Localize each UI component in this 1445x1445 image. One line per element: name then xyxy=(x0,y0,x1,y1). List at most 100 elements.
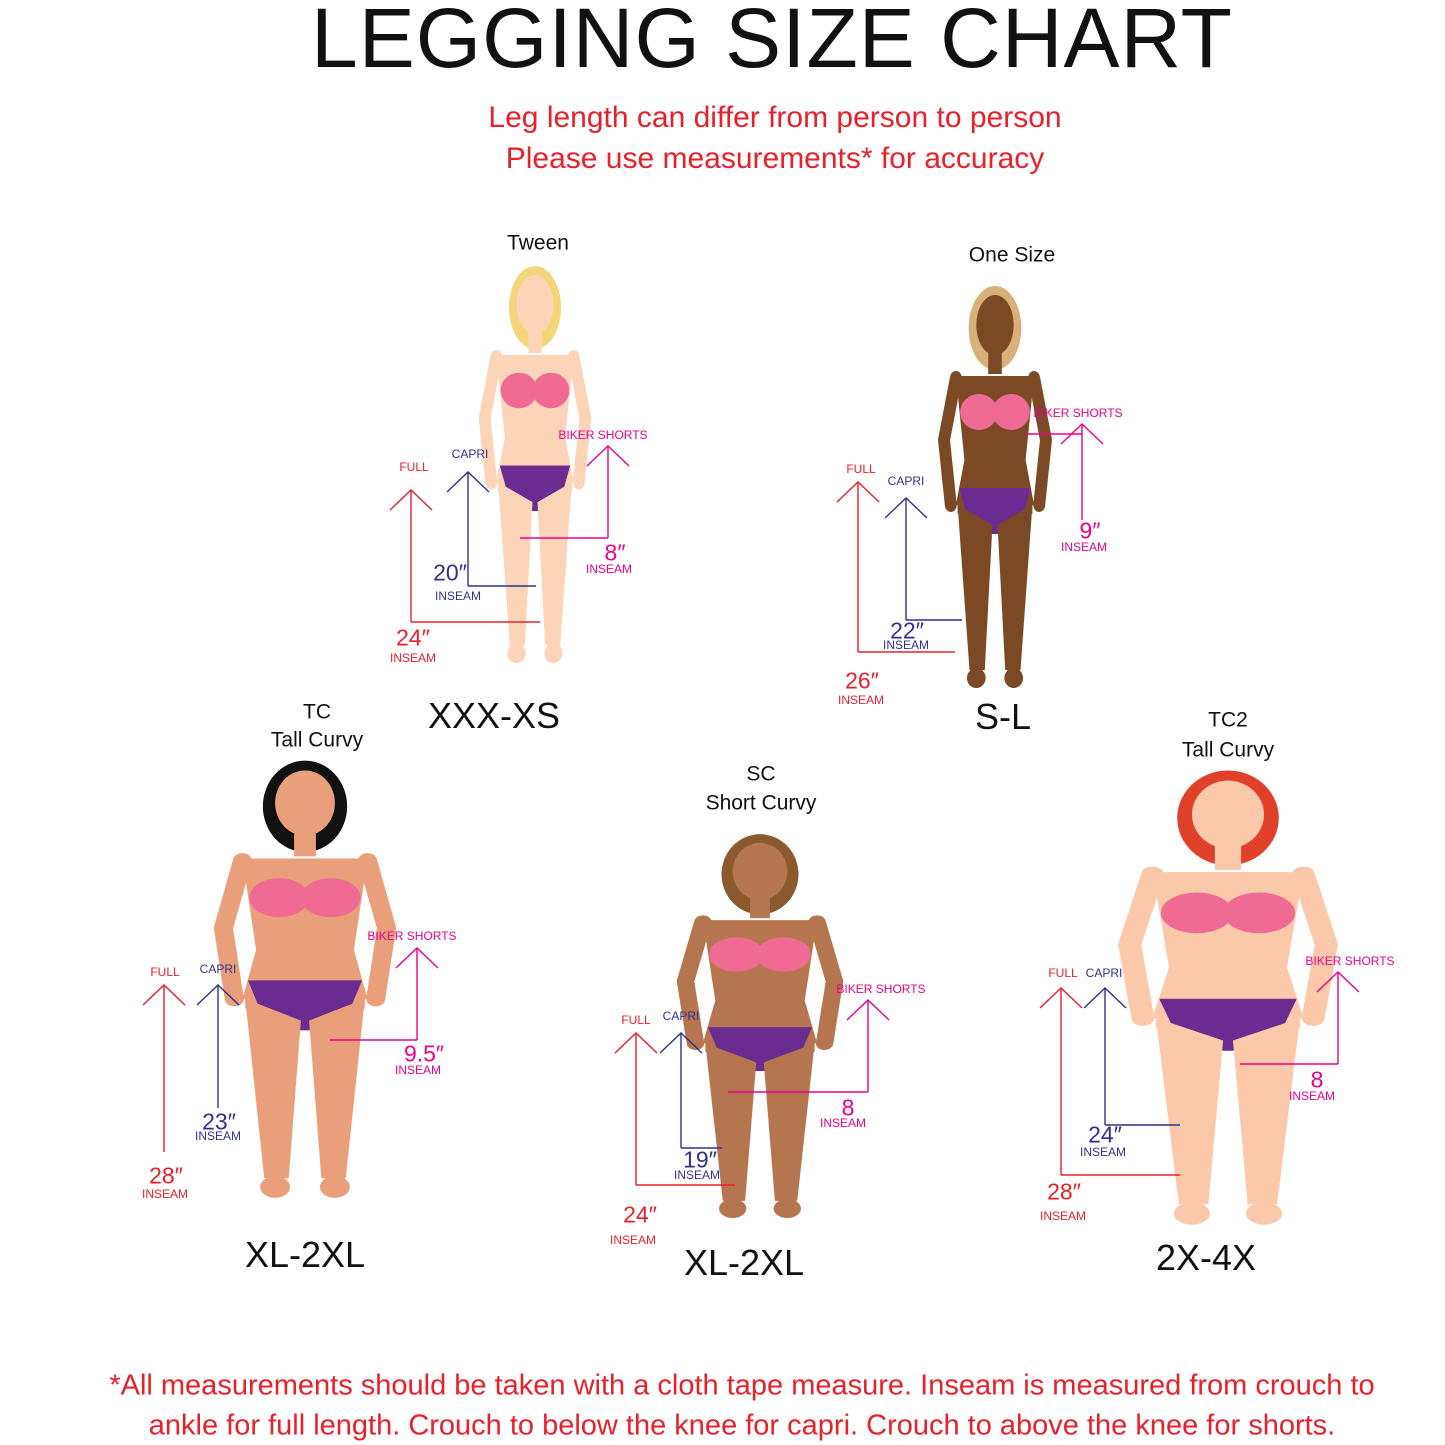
biker-inseam-unit: INSEAM xyxy=(1060,540,1108,554)
left-leg xyxy=(957,505,993,670)
torso xyxy=(1152,872,1304,1018)
full-inseam-unit: INSEAM xyxy=(609,1233,657,1247)
bra-cup-right xyxy=(300,878,361,918)
full-label: FULL xyxy=(621,1013,651,1027)
capri-inseam-unit: INSEAM xyxy=(194,1129,242,1143)
full-inseam-unit: INSEAM xyxy=(837,693,885,707)
biker-arrow xyxy=(1025,423,1104,520)
capri-label: CAPRI xyxy=(887,474,925,488)
capri-inseam-unit: INSEAM xyxy=(434,589,482,603)
biker-arrow xyxy=(728,999,890,1093)
right-leg xyxy=(763,1043,815,1201)
left-arm xyxy=(676,915,712,1051)
subtitle-line-2: Please use measurements* for accuracy xyxy=(505,142,1045,175)
full-arrow xyxy=(1039,987,1180,1176)
bra-cup-left xyxy=(709,937,764,972)
left-leg xyxy=(705,1043,757,1201)
full-arrowhead xyxy=(142,984,186,1006)
neck xyxy=(750,893,770,919)
bra-cup-left xyxy=(1160,892,1233,934)
neck xyxy=(528,327,542,353)
right-leg xyxy=(309,998,365,1179)
biker-arrow xyxy=(1240,971,1360,1065)
capri-arrow xyxy=(446,471,536,587)
full-inseam-unit: INSEAM xyxy=(1039,1209,1087,1223)
full-arrow xyxy=(389,489,540,623)
biker-inseam-value: 8 xyxy=(1310,1066,1324,1093)
biker-arrow xyxy=(520,445,630,539)
full-label: FULL xyxy=(1048,966,1078,980)
biker-label: BIKER SHORTS xyxy=(367,929,457,943)
biker-arrowhead xyxy=(1316,971,1360,993)
figure-3 xyxy=(676,834,844,1219)
bra-cup-left xyxy=(249,878,310,918)
full-inseam-value: 24″ xyxy=(396,624,430,651)
head xyxy=(976,295,1014,355)
biker-arrowhead xyxy=(846,999,890,1021)
full-label: FULL xyxy=(399,460,429,474)
right-foot xyxy=(773,1198,801,1219)
capri-inseam-value: 22″ xyxy=(890,617,924,644)
biker-label: BIKER SHORTS xyxy=(558,428,648,442)
full-inseam-value: 28″ xyxy=(1047,1178,1081,1205)
full-label: FULL xyxy=(846,462,876,476)
right-arm xyxy=(358,853,397,1007)
left-arm xyxy=(478,349,503,490)
torso xyxy=(242,858,368,999)
full-inseam-unit: INSEAM xyxy=(389,651,437,665)
right-foot xyxy=(1246,1202,1283,1225)
bra-cup-right xyxy=(756,937,811,972)
right-leg xyxy=(997,505,1033,670)
biker-arrowhead xyxy=(1060,423,1104,445)
biker-label: BIKER SHORTS xyxy=(836,982,926,996)
left-foot xyxy=(719,1198,747,1219)
capri-arrowhead xyxy=(884,497,928,519)
capri-arrowhead xyxy=(659,1032,703,1054)
right-leg xyxy=(1232,1017,1301,1205)
biker-inseam-unit: INSEAM xyxy=(1288,1089,1336,1103)
full-arrowhead xyxy=(1039,987,1083,1009)
capri-inseam-unit: INSEAM xyxy=(882,638,930,652)
size-range: XL-2XL xyxy=(244,1234,366,1275)
biker-inseam-unit: INSEAM xyxy=(394,1063,442,1077)
subtitle-line-1: Leg length can differ from person to per… xyxy=(488,101,1062,134)
biker-inseam-unit: INSEAM xyxy=(819,1116,867,1130)
biker-label: BIKER SHORTS xyxy=(1033,406,1123,420)
footnote-line-2: ankle for full length. Crouch to below t… xyxy=(148,1409,1336,1442)
capri-label: CAPRI xyxy=(1085,966,1123,980)
torso xyxy=(955,376,1035,505)
head xyxy=(732,842,788,901)
torso xyxy=(496,354,574,483)
capri-arrowhead xyxy=(1083,987,1127,1009)
right-foot xyxy=(1004,668,1024,688)
capri-inseam-value: 20″ xyxy=(433,559,467,586)
figure-label: One Size xyxy=(968,243,1056,267)
biker-inseam-value: 9.5″ xyxy=(403,1040,445,1067)
left-leg xyxy=(1155,1017,1224,1205)
right-leg xyxy=(537,482,572,646)
full-inseam-value: 24″ xyxy=(623,1201,657,1228)
figure-label: Tween xyxy=(507,231,569,255)
bra-cup-right xyxy=(992,394,1030,430)
left-arm xyxy=(937,371,962,512)
full-inseam-value: 28″ xyxy=(149,1162,183,1189)
figure-2 xyxy=(213,760,397,1198)
biker-arrowhead xyxy=(395,947,439,969)
footnote-line-1: *All measurements should be taken with a… xyxy=(109,1369,1375,1402)
right-arm xyxy=(808,915,844,1051)
full-arrow xyxy=(614,1032,735,1186)
full-inseam-unit: INSEAM xyxy=(141,1187,189,1201)
left-foot xyxy=(966,668,986,688)
head xyxy=(516,274,554,335)
full-arrow xyxy=(836,481,955,653)
right-arm xyxy=(1291,866,1338,1026)
bra-cup-left xyxy=(960,394,998,430)
left-arm xyxy=(213,853,252,1007)
neck xyxy=(294,828,316,857)
full-arrowhead xyxy=(614,1032,658,1054)
torso xyxy=(702,920,818,1044)
figure-label: TC xyxy=(303,700,331,724)
bra-cup-right xyxy=(532,372,570,409)
capri-arrow xyxy=(1083,987,1180,1126)
figure-4 xyxy=(1118,770,1338,1225)
